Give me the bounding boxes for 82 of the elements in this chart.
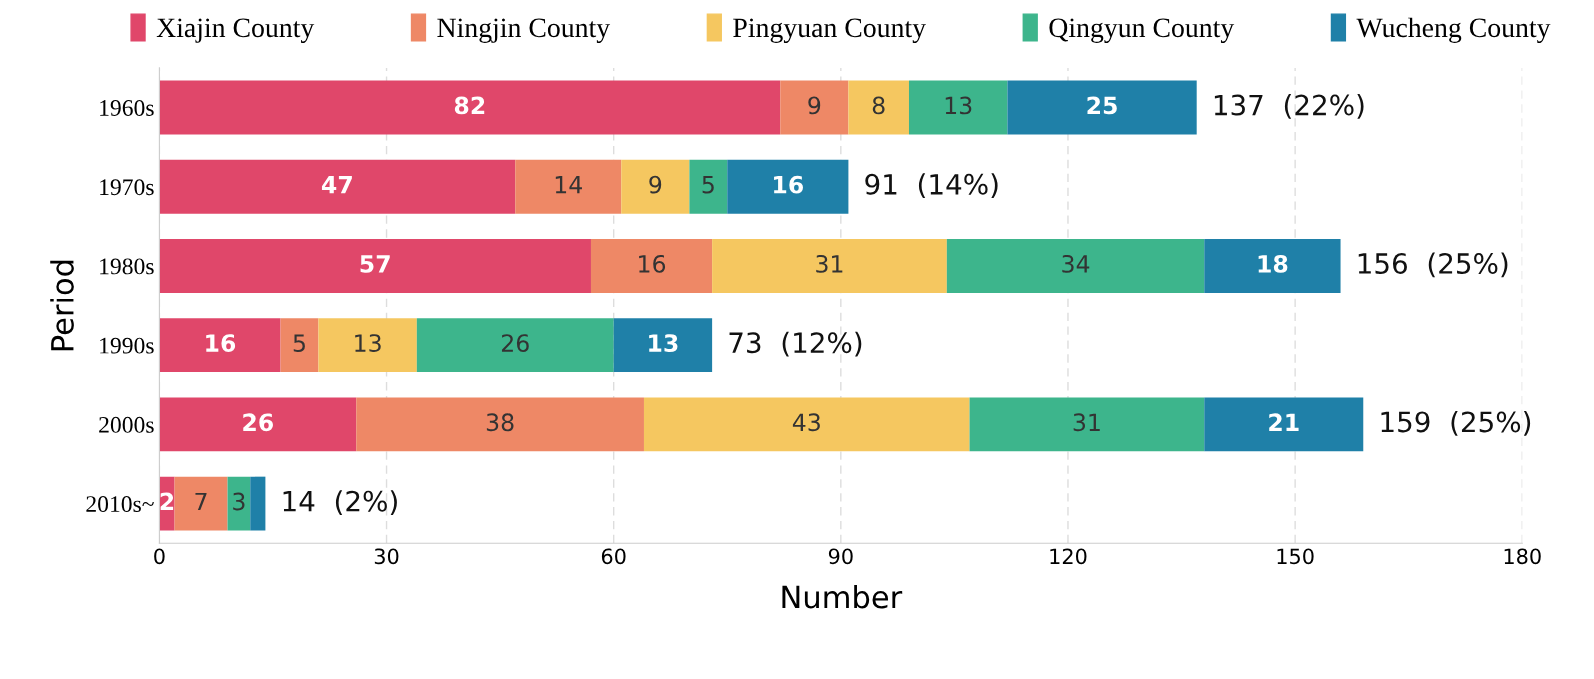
data-label: 14 bbox=[555, 176, 582, 194]
data-label: 82 bbox=[454, 96, 485, 115]
bar bbox=[174, 476, 228, 531]
y-tick-label: 1980s bbox=[100, 258, 154, 275]
data-label: 5 bbox=[293, 334, 305, 353]
data-label: 34 bbox=[1062, 254, 1090, 273]
data-label: 9 bbox=[649, 175, 662, 194]
data-label: 21 bbox=[1269, 413, 1299, 431]
data-label: 31 bbox=[816, 254, 843, 273]
data-label: 16 bbox=[774, 175, 803, 194]
data-label: 13 bbox=[649, 334, 678, 353]
legend-label: Xiajin County bbox=[156, 18, 315, 43]
y-tick-label: 2000s bbox=[99, 416, 154, 433]
bar bbox=[689, 159, 728, 214]
data-label: 18 bbox=[1258, 254, 1288, 273]
y-axis-title: Period bbox=[50, 260, 74, 351]
data-label: 3 bbox=[233, 492, 245, 511]
x-tick-label: 180 bbox=[1504, 548, 1541, 565]
data-label: 8 bbox=[872, 96, 885, 115]
data-label: 25 bbox=[1087, 96, 1117, 115]
x-axis-title: Number bbox=[782, 584, 903, 609]
x-tick-label: 150 bbox=[1277, 548, 1314, 565]
data-label: 2 bbox=[160, 492, 174, 511]
bar bbox=[969, 397, 1205, 452]
bar bbox=[727, 159, 849, 214]
bar bbox=[416, 318, 614, 373]
x-tick-label: 90 bbox=[828, 548, 853, 565]
data-label: 5 bbox=[702, 176, 714, 194]
bar bbox=[250, 476, 266, 531]
x-tick-label: 30 bbox=[374, 548, 399, 565]
bar bbox=[712, 239, 947, 293]
bar bbox=[159, 80, 781, 135]
y-tick-label: 1970s bbox=[100, 179, 154, 196]
data-label: 26 bbox=[501, 334, 529, 353]
legend-label: Pingyuan County bbox=[733, 18, 926, 43]
total-label: 156 (25%) bbox=[1358, 252, 1508, 278]
data-label: 9 bbox=[808, 96, 821, 115]
total-label: 14 (2%) bbox=[283, 490, 397, 515]
bar bbox=[1007, 80, 1197, 135]
data-label: 57 bbox=[360, 255, 390, 273]
y-tick-label: 1960s bbox=[100, 100, 154, 116]
data-label: 13 bbox=[945, 96, 972, 115]
bar bbox=[159, 159, 516, 214]
bar bbox=[1204, 397, 1364, 452]
y-tick-label: 2010s~ bbox=[86, 496, 154, 513]
bar bbox=[1204, 239, 1341, 293]
bar bbox=[590, 239, 713, 293]
bar bbox=[946, 239, 1205, 293]
x-tick-label: 120 bbox=[1050, 548, 1087, 565]
data-label: 16 bbox=[206, 334, 236, 353]
bar bbox=[908, 80, 1008, 135]
bar bbox=[159, 318, 281, 373]
x-tick-label: 60 bbox=[601, 548, 626, 565]
data-label: 43 bbox=[792, 413, 820, 432]
y-tick-label: 1990s bbox=[100, 337, 154, 354]
x-tick-label: 0 bbox=[154, 548, 165, 565]
legend-label: Qingyun County bbox=[1049, 18, 1235, 43]
bar bbox=[318, 318, 417, 373]
bar bbox=[613, 318, 713, 373]
bar bbox=[227, 476, 251, 531]
data-label: 31 bbox=[1073, 413, 1100, 432]
bar bbox=[515, 159, 622, 214]
total-label: 91 (14%) bbox=[865, 173, 998, 199]
data-label: 47 bbox=[321, 176, 352, 194]
legend-label: Wucheng County bbox=[1356, 17, 1551, 43]
bar bbox=[643, 397, 970, 452]
bar bbox=[280, 318, 319, 373]
data-label: 7 bbox=[195, 492, 207, 511]
data-label: 26 bbox=[243, 413, 273, 432]
total-label: 159 (25%) bbox=[1381, 410, 1531, 436]
bar bbox=[159, 397, 357, 452]
total-label: 137 (22%) bbox=[1214, 94, 1364, 119]
data-label: 38 bbox=[486, 413, 514, 432]
data-label: 16 bbox=[639, 254, 666, 273]
total-label: 73 (12%) bbox=[729, 331, 862, 357]
bar bbox=[780, 80, 849, 135]
bar bbox=[848, 80, 909, 135]
bar bbox=[159, 239, 591, 293]
bar bbox=[621, 159, 690, 214]
legend-label: Ningjin County bbox=[437, 18, 611, 43]
bar bbox=[356, 397, 644, 452]
data-label: 13 bbox=[355, 334, 381, 353]
